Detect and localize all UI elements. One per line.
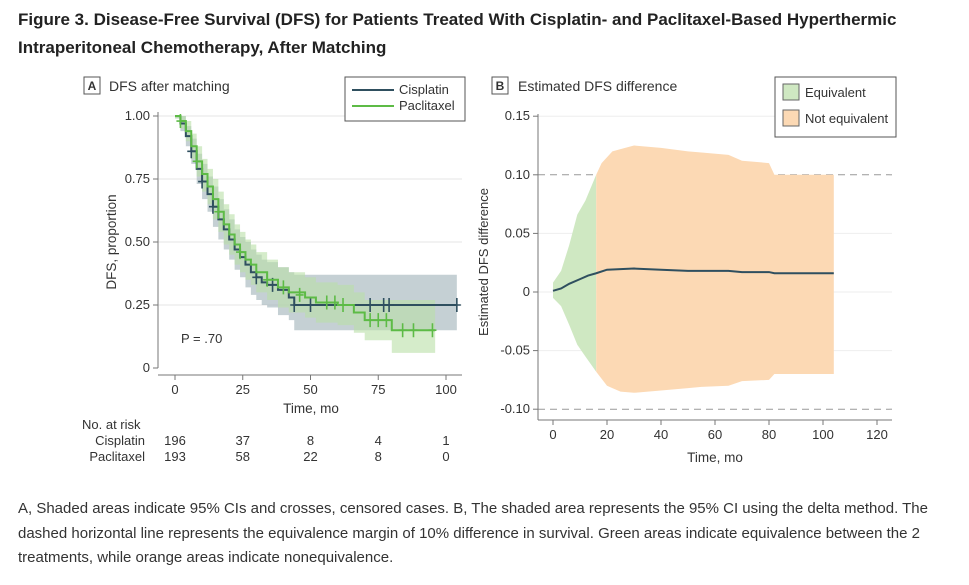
censor-mark-paclitaxel [236,245,245,260]
x-tick-label: 100 [812,427,834,442]
x-tick-label: 25 [236,382,250,397]
censor-mark-cisplatin [208,199,217,214]
risk-count: 58 [236,449,250,464]
legend-label-cisplatin: Cisplatin [399,82,449,97]
y-tick-label: 0 [143,360,150,375]
figure-caption: A, Shaded areas indicate 95% CIs and cro… [18,500,928,566]
censor-mark-paclitaxel [263,272,272,287]
panel-a-title: DFS after matching [109,78,230,94]
panel-b-title: Estimated DFS difference [518,78,677,94]
censor-mark-paclitaxel [192,154,201,169]
panel-a-letter: A [88,79,97,93]
censor-mark-paclitaxel [322,295,331,310]
censor-mark-cisplatin [198,174,207,189]
censor-mark-cisplatin [452,298,461,312]
censor-mark-paclitaxel [409,323,418,338]
risk-table-title: No. at risk [82,417,141,432]
censor-mark-paclitaxel [214,204,223,219]
panel-b-letter: B [496,79,505,93]
y-tick-label: 0.50 [125,234,150,249]
x-axis-label: Time, mo [283,401,339,416]
ci-band-cisplatin [175,116,457,331]
legend-label-paclitaxel: Paclitaxel [399,98,455,113]
censor-mark-paclitaxel [382,313,391,328]
risk-row-label: Cisplatin [95,433,145,448]
figure-panels: A DFS after matching 0 0.25 0.50 0.75 1.00 0 25 5… [82,76,897,465]
panel-a-label-box [83,76,101,95]
x-tick-label: 80 [762,427,776,442]
censor-mark-cisplatin [290,298,299,312]
risk-count: 8 [375,449,382,464]
censor-mark-paclitaxel [366,313,375,328]
censor-mark-paclitaxel [428,323,437,338]
figure-title: Figure 3. Disease-Free Survival (DFS) fo… [18,10,897,57]
ci-band-paclitaxel [175,116,436,353]
ci-band-not-equivalent [596,145,834,393]
risk-count: 0 [442,449,449,464]
risk-count: 196 [164,433,186,448]
x-tick-label: 75 [371,382,385,397]
censor-mark-paclitaxel [279,280,288,295]
legend-label-equivalent: Equivalent [805,85,866,100]
y-tick-label: 0.05 [505,225,530,240]
x-tick-label: 60 [708,427,722,442]
risk-count: 22 [303,449,317,464]
y-tick-label: 0.15 [505,108,530,123]
censor-mark-paclitaxel [339,298,348,312]
panel-b-label-box [491,76,509,95]
y-tick-label: 1.00 [125,108,150,123]
p-value-annotation: P = .70 [181,331,222,346]
legend-swatch-equivalent [782,83,800,101]
legend-a [344,76,466,122]
x-tick-label: 120 [866,427,888,442]
y-tick-label: 0.25 [125,297,150,312]
risk-count: 8 [307,433,314,448]
legend-label-not-equivalent: Not equivalent [805,111,888,126]
y-tick-label: -0.05 [500,343,530,358]
x-tick-label: 50 [303,382,317,397]
x-tick-label: 20 [600,427,614,442]
censor-mark-paclitaxel [330,295,339,310]
censor-mark-cisplatin [366,298,375,312]
estimate-line [552,267,834,292]
x-tick-label: 0 [549,427,556,442]
x-tick-label: 40 [654,427,668,442]
y-tick-label: 0.75 [125,171,150,186]
risk-count: 193 [164,449,186,464]
y-tick-label: 0 [523,284,530,299]
censor-mark-cisplatin [385,298,394,312]
censor-mark-cisplatin [306,298,315,312]
x-tick-label: 0 [171,382,178,397]
censor-mark-paclitaxel [176,114,185,129]
censor-mark-paclitaxel [374,313,383,328]
legend-swatch-not-equivalent [782,109,800,127]
y-axis-label: DFS, proportion [104,194,119,289]
censor-mark-paclitaxel [295,287,304,302]
risk-count: 37 [236,433,250,448]
y-axis-label: Estimated DFS difference [476,188,491,336]
risk-count: 1 [442,433,449,448]
censor-mark-paclitaxel [398,323,407,338]
risk-row-label: Paclitaxel [89,449,145,464]
ci-band-equivalent [553,174,597,372]
x-axis-label: Time, mo [687,450,743,465]
x-tick-label: 100 [435,382,457,397]
y-tick-label: 0.10 [505,167,530,182]
y-tick-label: -0.10 [500,401,530,416]
risk-count: 4 [375,433,382,448]
